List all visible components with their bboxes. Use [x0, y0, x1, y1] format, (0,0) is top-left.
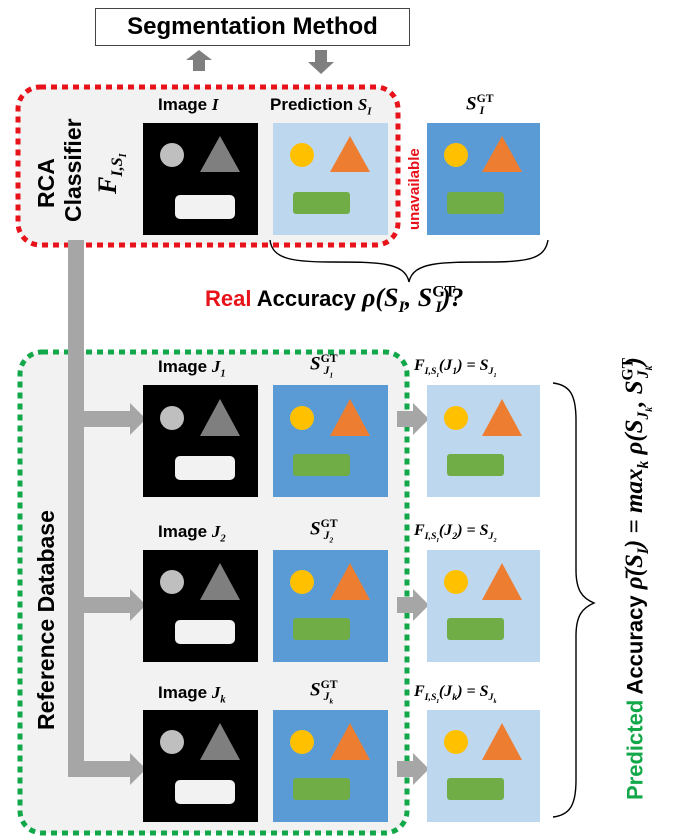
prediction-J1-thumbnail	[427, 385, 540, 497]
gt-SI-label: SGTI	[466, 92, 494, 118]
gt-J1-label: SGTJ1	[310, 352, 338, 380]
image-Jk-thumbnail	[143, 710, 258, 822]
classifier-symbol: FI,SI	[93, 153, 130, 195]
func-J1-label: FI,SI(J1) = SJ1	[414, 357, 497, 380]
curly-brace-icon	[269, 239, 549, 283]
predicted-accuracy-label: Predicted Accuracy ρ̄(SI) = maxk ρ(SJk, …	[620, 357, 656, 800]
arrow-down-icon	[308, 50, 334, 74]
image-I-label: Image I	[158, 95, 219, 114]
prediction-label: Prediction SI	[270, 95, 372, 118]
unavailable-label: unavailable	[406, 148, 423, 230]
segmentation-method-box: Segmentation Method	[95, 8, 410, 46]
database-trunk-arrow	[68, 240, 146, 785]
image-Jk-label: Image Jk	[158, 683, 226, 706]
func-Jk-label: FI,SI(Jk) = SJk	[414, 683, 497, 706]
ground-truth-SI-thumbnail	[427, 123, 540, 235]
gt-Jk-label: SGTJk	[310, 678, 338, 706]
gt-J2-label: SGTJ2	[310, 517, 338, 545]
real-accuracy-label: Real Accuracy ρ(SI, SGTI)?	[205, 283, 464, 317]
image-I-thumbnail	[143, 123, 258, 235]
image-J1-thumbnail	[143, 385, 258, 497]
prediction-SI-thumbnail	[273, 123, 388, 235]
segmentation-method-label: Segmentation Method	[127, 13, 378, 40]
arrow-right-icon	[397, 403, 429, 435]
ground-truth-J2-thumbnail	[273, 550, 388, 662]
classifier-label: Classifier	[60, 118, 86, 222]
curly-brace-icon	[552, 382, 596, 818]
ground-truth-J1-thumbnail	[273, 385, 388, 497]
image-J1-label: Image J1	[158, 357, 226, 380]
reference-database-label: Reference Database	[33, 510, 59, 730]
arrow-right-icon	[397, 753, 429, 785]
prediction-Jk-thumbnail	[427, 710, 540, 822]
image-J2-label: Image J2	[158, 522, 226, 545]
arrow-right-icon	[397, 589, 429, 621]
rca-title: RCA	[33, 158, 59, 208]
ground-truth-Jk-thumbnail	[273, 710, 388, 822]
func-J2-label: FI,SI(J2) = SJ2	[414, 522, 497, 545]
arrow-up-icon	[186, 50, 212, 71]
image-J2-thumbnail	[143, 550, 258, 662]
prediction-J2-thumbnail	[427, 550, 540, 662]
